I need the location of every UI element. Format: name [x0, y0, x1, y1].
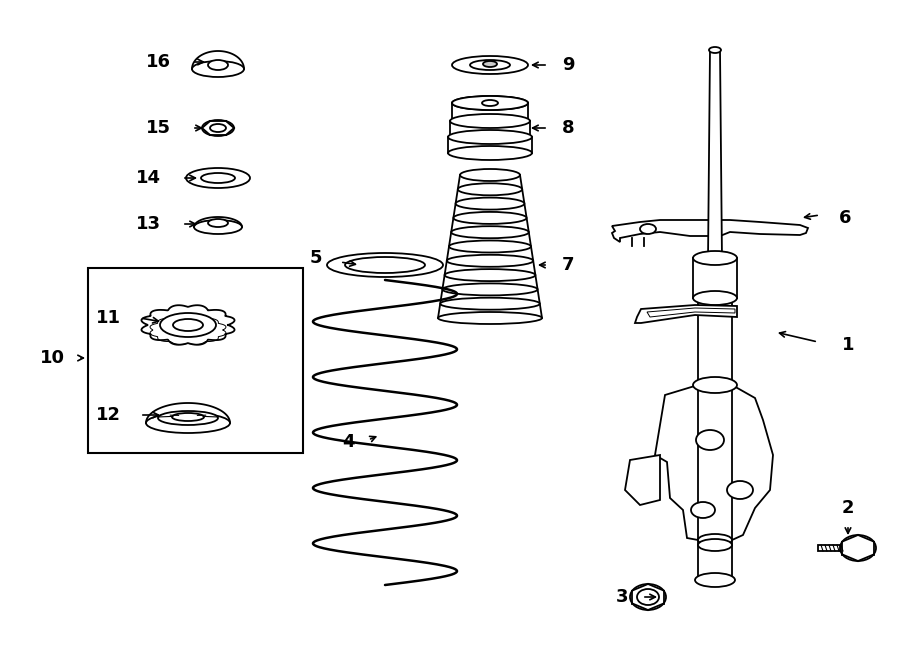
Ellipse shape	[202, 120, 234, 136]
Ellipse shape	[693, 377, 737, 393]
Ellipse shape	[201, 173, 235, 183]
Ellipse shape	[194, 220, 242, 234]
Ellipse shape	[438, 312, 542, 324]
Ellipse shape	[160, 313, 216, 337]
Text: 2: 2	[842, 499, 854, 517]
Text: 1: 1	[842, 336, 854, 354]
Text: 12: 12	[95, 406, 121, 424]
Text: 5: 5	[310, 249, 322, 267]
Ellipse shape	[446, 254, 533, 267]
Ellipse shape	[158, 411, 218, 425]
Ellipse shape	[693, 291, 737, 305]
Polygon shape	[708, 50, 722, 260]
Ellipse shape	[452, 96, 528, 110]
Ellipse shape	[192, 61, 244, 77]
Text: 7: 7	[562, 256, 574, 274]
Ellipse shape	[727, 481, 753, 499]
Text: 8: 8	[562, 119, 574, 137]
Ellipse shape	[448, 146, 532, 160]
Text: 11: 11	[95, 309, 121, 327]
Text: 9: 9	[562, 56, 574, 74]
Ellipse shape	[454, 212, 526, 224]
Text: 6: 6	[839, 209, 851, 227]
Ellipse shape	[709, 47, 721, 53]
Text: 3: 3	[616, 588, 628, 606]
Ellipse shape	[450, 114, 530, 128]
Ellipse shape	[445, 269, 536, 281]
Ellipse shape	[637, 589, 659, 605]
Ellipse shape	[208, 219, 228, 227]
Text: 13: 13	[136, 215, 160, 233]
Text: 16: 16	[146, 53, 170, 71]
Ellipse shape	[173, 319, 203, 331]
Ellipse shape	[452, 56, 528, 74]
Ellipse shape	[455, 198, 525, 210]
Ellipse shape	[443, 284, 537, 295]
Text: 14: 14	[136, 169, 160, 187]
Polygon shape	[818, 545, 840, 551]
Ellipse shape	[693, 251, 737, 265]
Ellipse shape	[483, 61, 497, 67]
Polygon shape	[612, 220, 808, 242]
Ellipse shape	[640, 224, 656, 234]
Ellipse shape	[146, 413, 230, 433]
Ellipse shape	[440, 297, 540, 310]
Ellipse shape	[451, 226, 529, 238]
Ellipse shape	[482, 100, 498, 106]
Ellipse shape	[695, 573, 735, 587]
Text: 4: 4	[342, 433, 355, 451]
Text: 15: 15	[146, 119, 170, 137]
Ellipse shape	[186, 168, 250, 188]
Ellipse shape	[840, 535, 876, 561]
Text: 10: 10	[40, 349, 65, 367]
Ellipse shape	[345, 257, 425, 273]
Ellipse shape	[698, 534, 732, 546]
Polygon shape	[635, 305, 737, 323]
Ellipse shape	[327, 253, 443, 277]
Ellipse shape	[452, 96, 528, 110]
Ellipse shape	[210, 124, 226, 132]
Ellipse shape	[470, 60, 510, 70]
Ellipse shape	[630, 584, 666, 610]
Ellipse shape	[460, 169, 520, 181]
Polygon shape	[655, 385, 773, 540]
Ellipse shape	[698, 539, 732, 551]
Ellipse shape	[448, 130, 532, 144]
Ellipse shape	[172, 413, 204, 421]
Ellipse shape	[449, 241, 531, 253]
Ellipse shape	[691, 502, 715, 518]
Bar	[88, 268, 303, 453]
Ellipse shape	[208, 60, 228, 70]
Ellipse shape	[696, 430, 724, 450]
Polygon shape	[625, 455, 660, 505]
Ellipse shape	[458, 183, 522, 195]
